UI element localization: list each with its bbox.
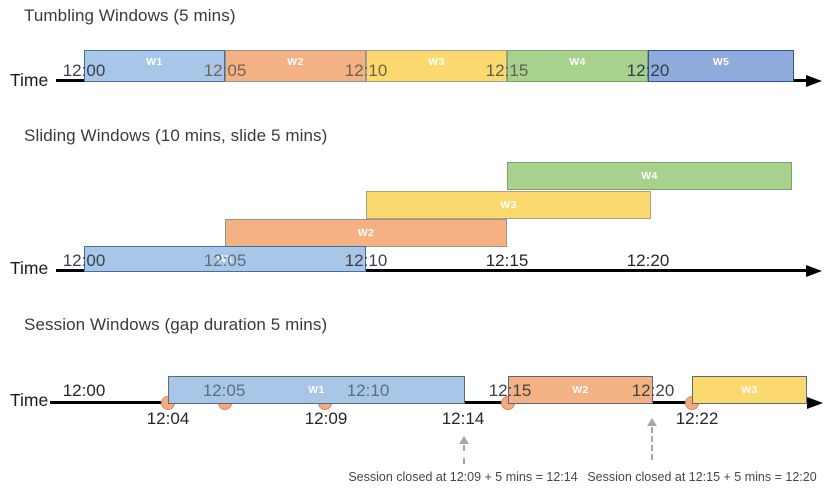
window-box-w2: W2 — [225, 219, 507, 247]
window-box-w5: W5 — [648, 50, 794, 82]
event-time-label: 12:14 — [441, 409, 485, 428]
tick-label: 12:20 — [631, 381, 675, 400]
time-axis-arrowhead — [806, 264, 822, 277]
dashed-arrow-line — [651, 427, 653, 460]
tick-label: 12:15 — [485, 61, 529, 80]
window-label: W1 — [146, 56, 163, 68]
window-label: W4 — [641, 170, 658, 182]
window-label: W5 — [712, 56, 730, 68]
window-label: W3 — [741, 384, 758, 396]
dashed-arrow-head — [647, 418, 657, 426]
tick-label: 12:15 — [488, 381, 532, 400]
window-box-w4: W4 — [507, 162, 792, 190]
time-axis-label: Time — [10, 258, 49, 278]
tick-label: 12:20 — [626, 251, 670, 270]
window-box-w3: W3 — [366, 50, 507, 82]
section-title: Session Windows (gap duration 5 mins) — [24, 315, 328, 334]
window-label: W2 — [287, 56, 304, 68]
tick-label: 12:15 — [485, 251, 529, 270]
window-label: W1 — [216, 253, 234, 265]
section-title: Sliding Windows (10 mins, slide 5 mins) — [24, 126, 328, 145]
window-label: W3 — [428, 56, 445, 68]
section-title: Tumbling Windows (5 mins) — [24, 6, 236, 25]
window-box-w1: W1 — [84, 50, 225, 82]
session-closed-note: Session closed at 12:15 + 5 mins = 12:20 — [587, 470, 817, 484]
tick-label: 12:00 — [62, 381, 106, 400]
event-time-label: 12:09 — [304, 409, 348, 428]
event-time-label: 12:22 — [675, 409, 719, 428]
tick-label: 12:05 — [203, 61, 247, 80]
window-label: W4 — [569, 56, 586, 68]
window-box-w4: W4 — [507, 50, 648, 82]
window-label: W2 — [357, 227, 375, 239]
window-label: W3 — [500, 199, 517, 211]
tick-label: 12:00 — [62, 61, 106, 80]
tick-label: 12:10 — [344, 61, 388, 80]
tick-label: 12:10 — [344, 251, 388, 270]
window-label: W2 — [572, 384, 589, 396]
time-axis-arrowhead — [806, 74, 822, 87]
tick-label: 12:00 — [62, 251, 106, 270]
time-axis-line — [56, 269, 806, 272]
window-label: W1 — [308, 384, 325, 396]
tick-label: 12:20 — [626, 61, 670, 80]
window-box-w3: W3 — [366, 191, 651, 219]
tick-label: 12:10 — [346, 381, 390, 400]
tick-label: 12:05 — [202, 381, 246, 400]
window-box-w3: W3 — [692, 376, 807, 404]
window-box-w2: W2 — [225, 50, 366, 82]
window-box-w1: W1 — [168, 376, 465, 404]
time-axis-label: Time — [10, 390, 49, 410]
time-axis-arrowhead — [807, 396, 823, 409]
dashed-arrow-line — [463, 445, 465, 464]
dashed-arrow-head — [459, 436, 469, 444]
time-axis-label: Time — [10, 70, 49, 90]
session-closed-note: Session closed at 12:09 + 5 mins = 12:14 — [348, 470, 578, 484]
window-box-w1: W1 — [84, 246, 366, 272]
tick-label: 12:05 — [203, 251, 247, 270]
event-time-label: 12:04 — [146, 409, 190, 428]
window-box-w2: W2 — [508, 376, 653, 404]
